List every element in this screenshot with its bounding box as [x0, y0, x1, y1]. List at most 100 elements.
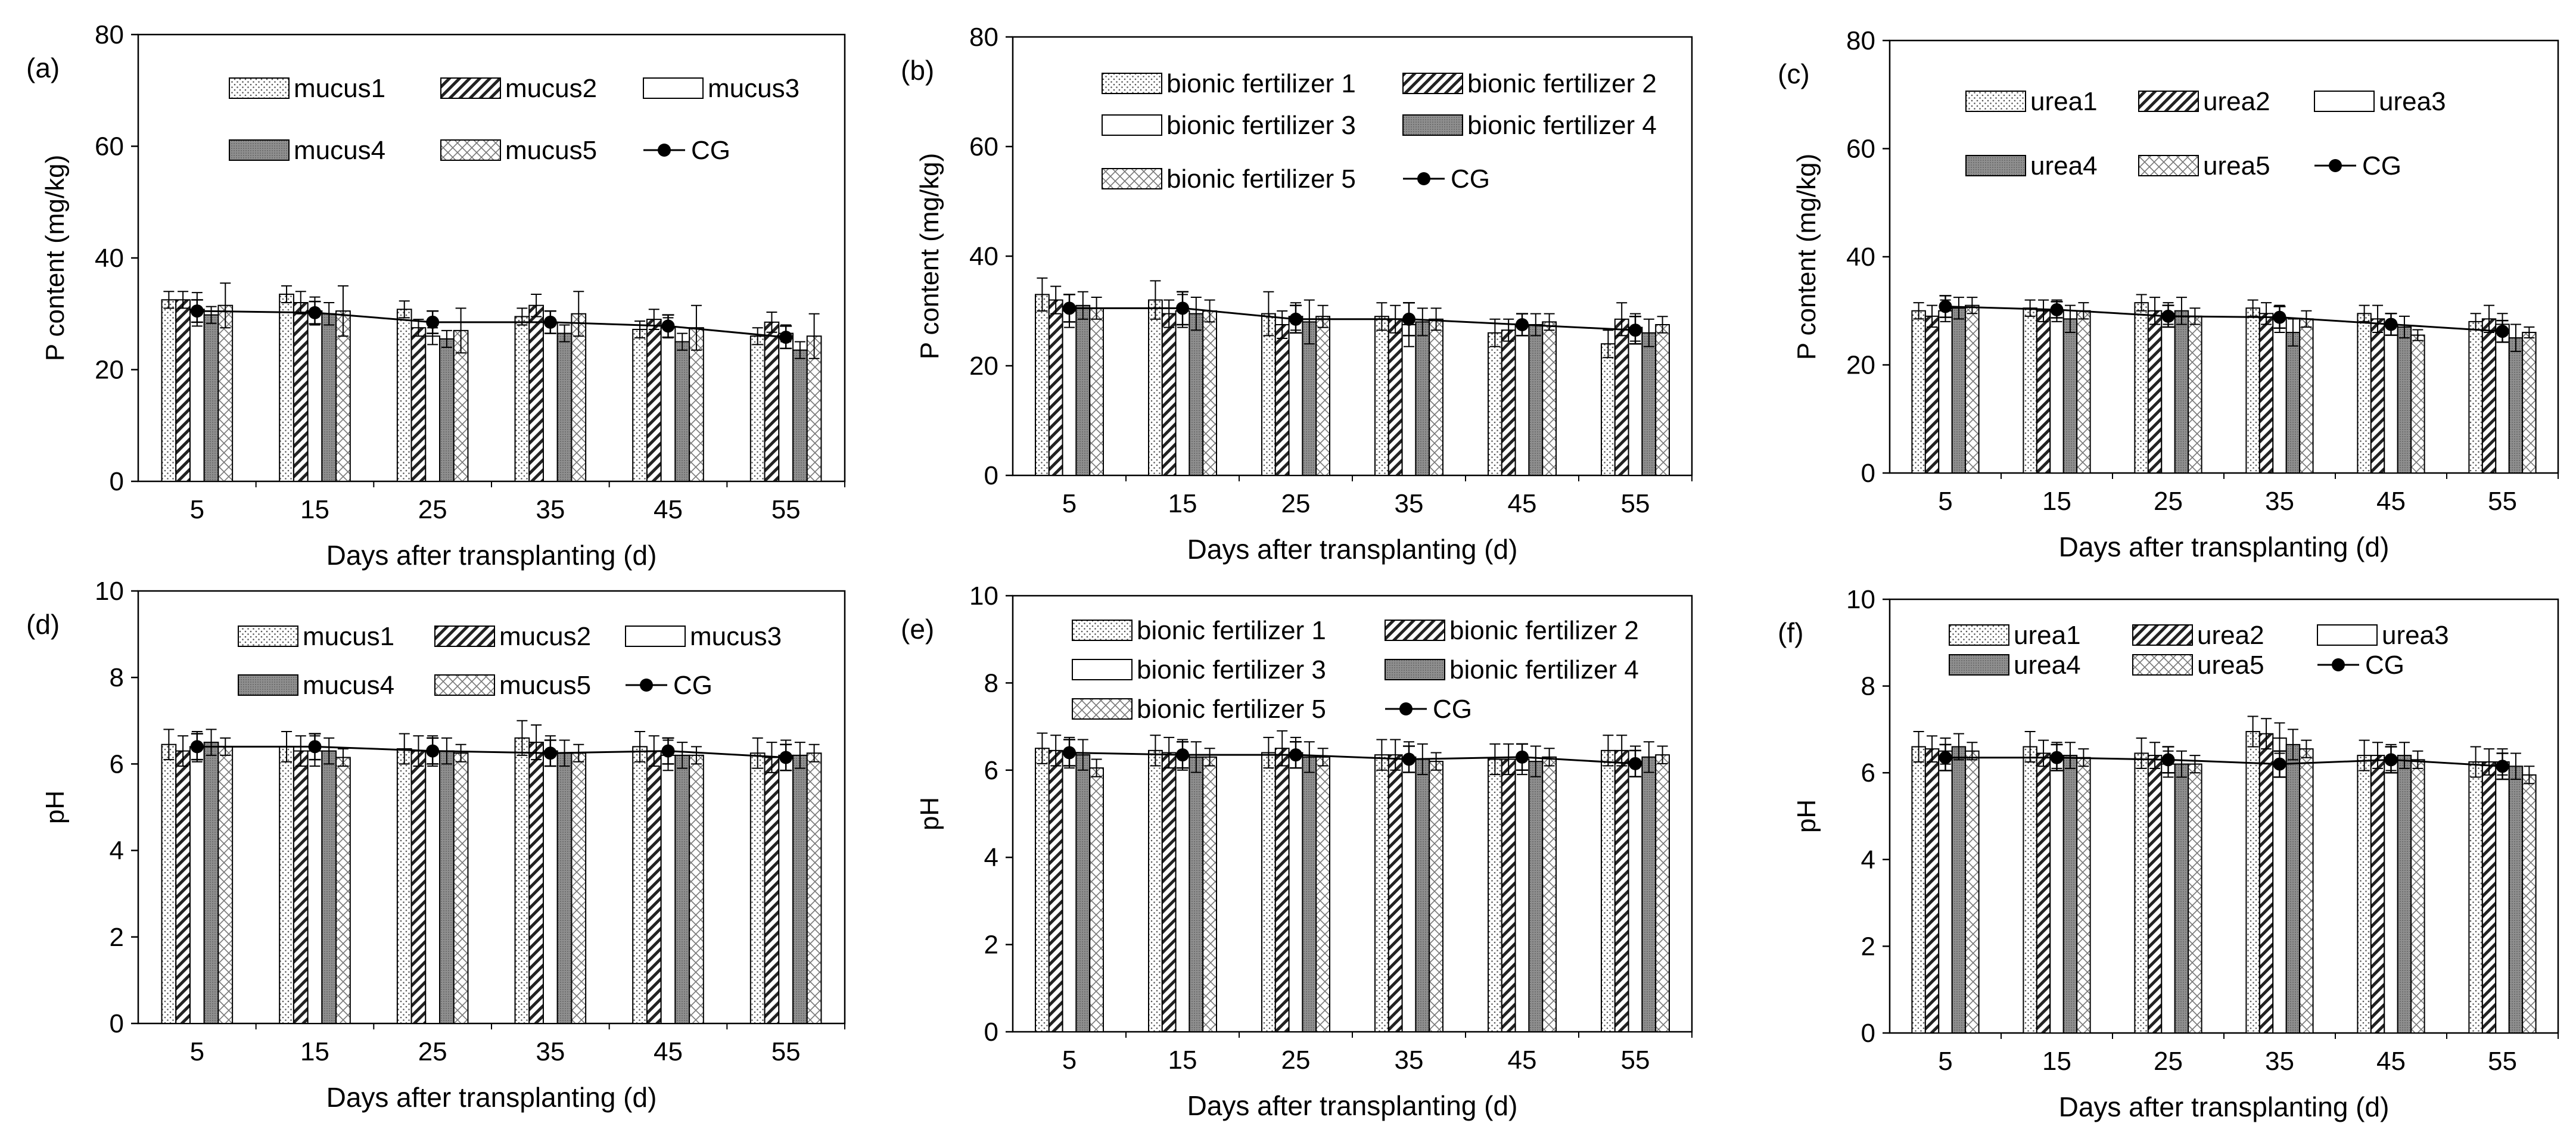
legend-swatch [2138, 91, 2199, 112]
legend: urea1 urea2 urea3 urea4 urea5 CG [1949, 621, 2449, 680]
cg-marker [190, 304, 204, 318]
error-bar [1317, 748, 1329, 767]
legend-item: bionic fertilizer 4 [1385, 655, 1639, 684]
bar-bionic-fertilizer-1 [1488, 758, 1502, 1032]
error-bar [1953, 733, 1964, 761]
legend-swatch [1965, 155, 2026, 176]
cg-marker [1629, 323, 1642, 337]
error-bar [2398, 742, 2410, 769]
bar-mucus5 [689, 754, 704, 1024]
bar-mucus5 [571, 752, 587, 1024]
chart-panel-b: 0 20 40 60 80 P content (mg/kg) (b) 5 15 25 35 45 55… [901, 23, 1693, 565]
bar-urea3 [2049, 310, 2064, 474]
legend-label: urea5 [2203, 151, 2270, 181]
cg-marker [2161, 309, 2175, 323]
bar-bionic-fertilizer-4 [1415, 321, 1430, 477]
bar-bionic-fertilizer-4 [1528, 761, 1544, 1033]
error-bar [1303, 741, 1315, 773]
legend-item: urea3 [2317, 621, 2449, 650]
cg-marker [2161, 753, 2175, 767]
bar-bionic-fertilizer-2 [1274, 324, 1290, 476]
error-bar [2470, 746, 2481, 778]
y-tick-label: 10 [969, 581, 998, 611]
bar-mucus4 [674, 341, 690, 482]
x-tick-label: 55 [771, 495, 801, 524]
bar-bionic-fertilizer-5 [1542, 756, 1557, 1032]
error-bar [206, 729, 217, 756]
error-bar [295, 291, 306, 315]
bar-bionic-fertilizer-3 [1062, 310, 1077, 476]
error-bar [1616, 735, 1628, 767]
bar-mucus2 [410, 750, 427, 1024]
bar-urea4 [1951, 307, 1967, 474]
error-bar [1657, 745, 1668, 764]
error-bar [1430, 752, 1442, 771]
bar-urea5 [2188, 763, 2202, 1034]
bar-urea1 [2023, 307, 2037, 474]
bar-bionic-fertilizer-1 [1601, 749, 1616, 1032]
bar-bionic-fertilizer-4 [1075, 754, 1091, 1033]
x-axis-label: Days after transplanting (d) [326, 540, 657, 571]
legend-swatch [1102, 168, 1162, 189]
error-bar [1927, 304, 1938, 328]
y-tick-label: 8 [984, 668, 998, 698]
bar-bionic-fertilizer-4 [1302, 756, 1317, 1032]
error-bar [690, 304, 702, 351]
x-tick-label: 25 [2154, 1047, 2183, 1076]
error-bar [808, 313, 820, 359]
cg-marker [2496, 760, 2509, 773]
error-bar [2484, 304, 2495, 334]
bar-urea3 [2384, 757, 2398, 1034]
x-tick-label: 15 [300, 495, 329, 524]
y-axis-label: pH [41, 791, 70, 824]
cg-line [1945, 757, 2503, 767]
error-bar [2136, 737, 2147, 769]
error-bar [1603, 329, 1614, 359]
bar-bionic-fertilizer-3 [1175, 754, 1190, 1033]
bar-urea4 [2062, 318, 2078, 474]
bar-mucus3 [542, 750, 558, 1024]
bar-bionic-fertilizer-5 [1202, 756, 1217, 1032]
bar-bionic-fertilizer-3 [1288, 752, 1303, 1033]
bar-bionic-fertilizer-2 [1614, 318, 1629, 476]
bar-bionic-fertilizer-3 [1514, 324, 1530, 476]
legend-swatch-marker [2329, 159, 2342, 172]
bar-bionic-fertilizer-1 [1148, 299, 1163, 476]
legend-item: bionic fertilizer 3 [1072, 655, 1326, 684]
y-tick-label: 20 [969, 351, 998, 381]
bar-bionic-fertilizer-2 [1387, 318, 1403, 476]
y-tick-label: 6 [1861, 758, 1875, 788]
legend-swatch [2317, 624, 2378, 646]
cg-marker [2496, 325, 2509, 338]
x-tick-label: 55 [1621, 489, 1650, 518]
legend-swatch [2138, 155, 2199, 176]
bar-mucus2 [410, 327, 427, 482]
error-bar [163, 291, 175, 309]
legend-swatch [1102, 114, 1162, 136]
legend-swatch [238, 674, 298, 696]
legend-item: urea1 [1949, 621, 2081, 650]
legend-swatch [440, 139, 501, 161]
error-bar [1050, 285, 1062, 315]
x-tick-label: 35 [2265, 1047, 2294, 1076]
bar-mucus1 [514, 737, 530, 1024]
bar-urea4 [2285, 332, 2301, 474]
x-tick-label: 55 [2488, 1047, 2517, 1076]
error-bar [2372, 742, 2384, 769]
legend-swatch [1385, 659, 1445, 680]
legend-swatch [440, 77, 501, 99]
error-bar [1077, 291, 1088, 320]
error-bar [2412, 329, 2423, 341]
bar-urea4 [2062, 755, 2078, 1034]
cg-marker [426, 315, 440, 329]
error-bar [337, 285, 349, 337]
bar-urea3 [2272, 737, 2287, 1034]
bar-bionic-fertilizer-4 [1641, 332, 1657, 476]
legend-label: mucus2 [505, 74, 597, 103]
x-tick-label: 25 [418, 1037, 447, 1066]
bar-urea5 [2299, 318, 2314, 474]
bar-bionic-fertilizer-4 [1302, 321, 1317, 477]
bar-bionic-fertilizer-4 [1075, 304, 1091, 476]
bar-urea3 [2495, 761, 2510, 1034]
bar-mucus1 [161, 743, 177, 1024]
